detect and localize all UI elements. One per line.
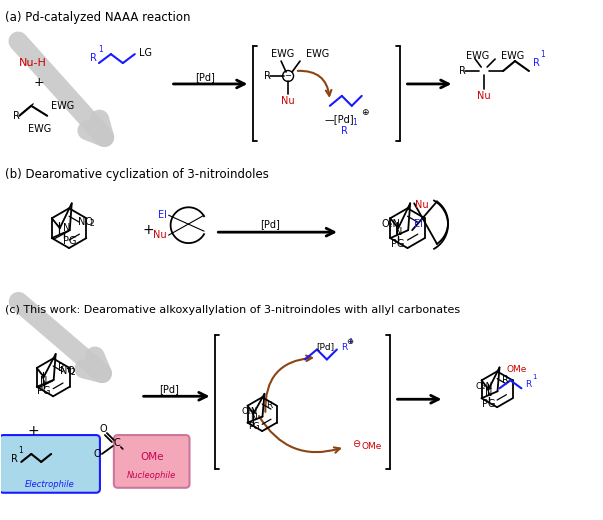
Text: —[Pd]: —[Pd] [325,114,355,124]
Text: −: − [285,71,292,81]
Text: R: R [58,363,65,373]
Text: Nu-H: Nu-H [19,58,47,68]
Text: 1: 1 [348,337,352,344]
Text: EWG: EWG [306,49,330,59]
FancyArrowPatch shape [265,356,312,412]
Text: ⊕: ⊕ [361,108,368,118]
Text: R: R [13,111,21,121]
Text: 2: 2 [90,219,95,228]
Text: [Pd]: [Pd] [159,384,178,394]
Text: R: R [341,126,349,136]
Text: N: N [40,376,48,386]
Text: 1: 1 [532,374,537,380]
Text: 1: 1 [540,50,545,59]
Text: PG: PG [391,239,405,249]
Text: R: R [502,375,508,385]
Text: C: C [113,438,120,448]
Text: El: El [414,219,423,229]
Text: LG: LG [139,48,152,58]
Text: EWG: EWG [28,124,51,134]
Text: O₂N: O₂N [381,219,400,229]
Text: ⊖: ⊖ [352,439,360,449]
Text: ⊕: ⊕ [346,337,353,346]
FancyBboxPatch shape [114,435,189,488]
Text: OMe: OMe [362,443,382,451]
Text: +: + [143,223,154,237]
Text: PG: PG [37,386,51,396]
Text: PG: PG [248,422,259,431]
Text: (c) This work: Dearomative alkoxyallylation of 3-nitroindoles with allyl carbona: (c) This work: Dearomative alkoxyallylat… [5,305,461,315]
Text: 1: 1 [352,118,356,127]
Text: R: R [459,66,466,76]
Text: R: R [264,71,271,81]
FancyArrowPatch shape [259,416,340,453]
Text: EWG: EWG [51,101,74,111]
Text: OMe: OMe [140,452,163,462]
Text: [Pd]: [Pd] [260,219,280,229]
FancyArrowPatch shape [298,71,332,96]
Text: [Pd]: [Pd] [195,72,215,82]
Text: R: R [525,380,532,389]
Text: PG: PG [63,236,77,246]
Text: O₂N: O₂N [241,407,257,416]
Text: O: O [99,424,107,434]
Text: OMe: OMe [507,365,527,374]
Text: +: + [27,424,39,438]
Text: (a) Pd-catalyzed NAAA reaction: (a) Pd-catalyzed NAAA reaction [5,11,191,24]
Text: EWG: EWG [502,51,525,61]
FancyBboxPatch shape [0,435,100,493]
Text: 1: 1 [18,446,23,455]
Text: EWG: EWG [466,51,489,61]
Text: Nu: Nu [153,230,166,240]
Text: R: R [11,454,18,464]
Text: 1: 1 [98,45,103,54]
Text: R: R [90,53,97,63]
Text: O₂N: O₂N [475,382,493,391]
Text: (b) Dearomative cyclization of 3-nitroindoles: (b) Dearomative cyclization of 3-nitroin… [5,168,270,181]
Text: N: N [394,227,402,237]
Text: R: R [533,58,540,68]
Text: [Pd]: [Pd] [316,342,334,351]
Text: PG: PG [482,399,495,409]
Text: Electrophile: Electrophile [24,480,74,489]
Text: Nucleophile: Nucleophile [127,471,176,480]
Text: N: N [250,413,257,422]
Text: O: O [93,449,101,459]
Text: NO: NO [60,366,75,376]
Text: N: N [63,223,70,233]
Text: R: R [341,343,347,352]
Text: Nu: Nu [281,96,295,106]
Text: EWG: EWG [271,49,295,59]
Text: Nu: Nu [415,200,429,210]
Text: +: + [34,76,45,89]
Text: R: R [267,401,273,410]
Text: Nu: Nu [478,91,491,101]
Text: El: El [158,210,166,220]
Text: 2: 2 [71,368,75,377]
Text: NO: NO [78,217,93,227]
Text: N: N [485,388,492,398]
